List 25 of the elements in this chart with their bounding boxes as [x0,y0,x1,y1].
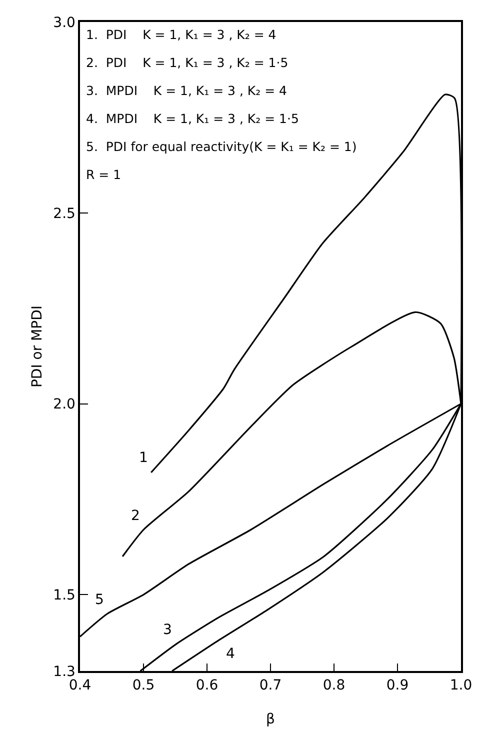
x-tick-label: 0.4 [68,678,92,694]
annotation: 5. PDI for equal reactivity(K = K₁ = K₂ = 1) [86,139,357,154]
x-tick-label: 0.6 [196,678,218,694]
y-axis-title: PDI or MPDI [30,305,46,388]
annotation: 5 [95,592,104,608]
annotation: 3 [163,622,172,638]
annotation: 4 [226,646,235,662]
x-tick-label: 1.0 [450,678,472,694]
y-tick-label: 3.0 [53,14,76,31]
y-tick-label: 1.5 [53,588,76,604]
y-tick-label: 2.5 [53,206,76,222]
y-tick-label: 2.0 [53,396,76,413]
x-tick-label: 0.9 [386,678,409,694]
x-axis-title: β [266,712,275,728]
x-tick-label: 0.5 [132,678,155,694]
annotation: 3. MPDI K = 1, K₁ = 3 , K₂ = 4 [86,83,288,98]
annotation: 2 [131,508,140,524]
annotation: 4. MPDI K = 1, K₁ = 3 , K₂ = 1·5 [86,111,299,126]
x-tick-label: 0.8 [322,678,346,694]
x-tick-label: 0.7 [259,678,282,694]
annotation: 1 [139,450,148,466]
annotation: 2. PDI K = 1, K₁ = 3 , K₂ = 1·5 [86,55,288,70]
annotation: 1. PDI K = 1, K₁ = 3 , K₂ = 4 [86,27,276,42]
annotation: R = 1 [86,167,122,182]
y-tick-label: 1.3 [53,664,76,680]
